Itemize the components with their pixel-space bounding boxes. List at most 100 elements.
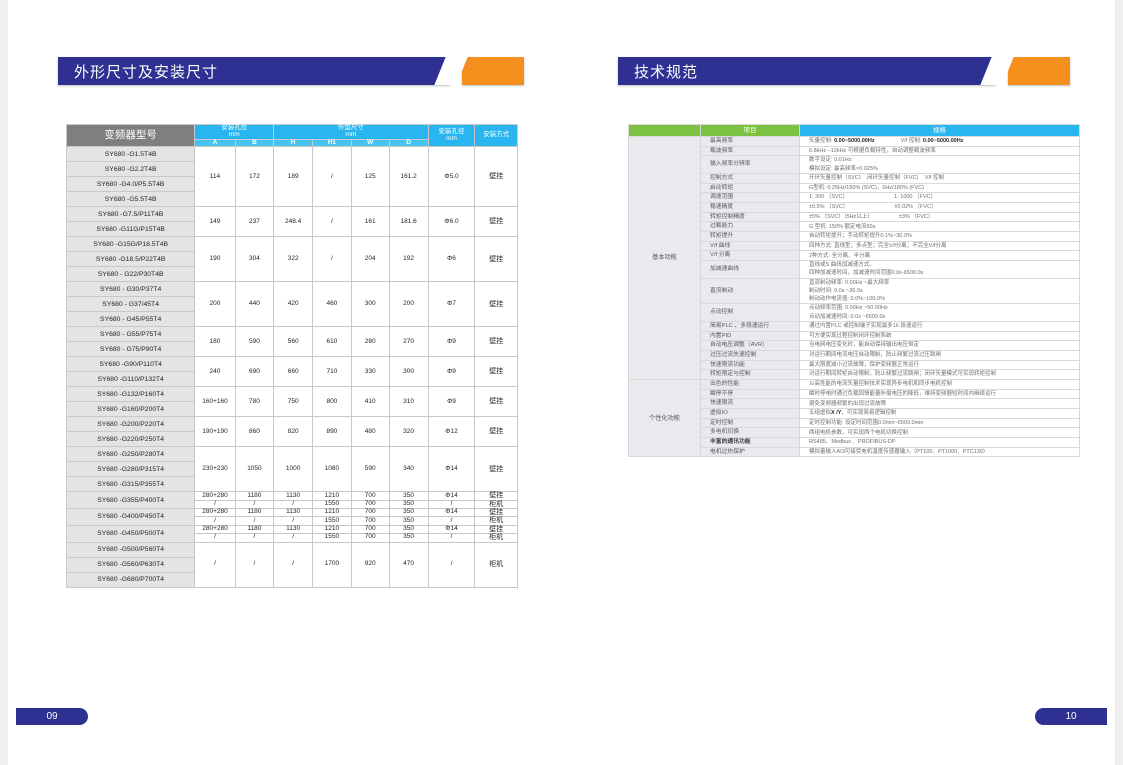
dim-cell-d: 192: [388, 236, 429, 283]
spec-description: 模拟量输入AI3可接受电机温度传感器输入（PT100、PT1000、PTC130…: [799, 446, 1080, 458]
spec-item-label: 载波频率: [700, 145, 800, 157]
table-row: SY680 - G55/P75T4 180 590 560 610 280 270 Φ9 壁挂: [65, 326, 518, 358]
dim-cell-h: /: [273, 541, 314, 588]
model-cell: SY680 -G280/P315T4: [65, 461, 196, 478]
dim-cell-a: 240: [194, 356, 236, 388]
spec-item-label: 出色的性能: [700, 378, 800, 390]
model-cell: SY680 -G355/P400T4: [65, 491, 196, 510]
col-header-h: H: [273, 138, 314, 148]
table-row: SY680 -G7.5/P11T4B 149 237 248.4/161 181.6 Φ6…: [65, 206, 518, 238]
dim-cell-w: 700: [350, 524, 390, 535]
dim-cell-h1: 1550: [312, 499, 352, 510]
dim-cell-a: 190: [194, 236, 236, 283]
table-row: SY680 -G90/P110T4 240 690 660 710 330 300 Φ9 壁挂: [65, 356, 518, 388]
spec-item-label: 控制方式: [700, 172, 800, 184]
spec-description: 对运行期间转矩自动限制，防止频繁过流跳闸；闭环矢量模式可实现转矩控制: [799, 369, 1080, 380]
model-cell: SY680 - G55/P75T4: [65, 326, 196, 343]
dim-cell-w: 700: [350, 533, 390, 543]
table-row: SY680 -G680/P700T4: [65, 571, 518, 588]
dim-cell-d: 310: [388, 386, 429, 418]
table-row: SY680 -G315/P355T4: [65, 476, 518, 493]
spec-description: 通过内置PLC 或控制端子实现最多16 段速运行: [799, 320, 1080, 332]
spec-item-label: 定时控制: [700, 417, 800, 429]
catalog-page: 外形尺寸及安装尺寸 技术规范 变频器型号 安装孔位 mm 外型尺寸 mm: [8, 0, 1115, 765]
table-row: / //1550 700 350/柜机: [67, 516, 518, 526]
dim-cell-b: 304: [234, 236, 275, 283]
dim-cell-d: 320: [388, 416, 429, 448]
dim-cell-mount: 壁挂: [474, 508, 518, 518]
hole-position-label: 安装孔位: [221, 124, 248, 131]
dim-cell-mount: 壁挂: [474, 386, 518, 418]
spec-header-row: 项目 规格: [628, 124, 1080, 137]
dimension-table: 变频器型号 安装孔位 mm 外型尺寸 mm 安装孔径 mm 安装方式 A B H H1…: [65, 123, 518, 588]
table-row: SY680 -G110/P132T4: [65, 371, 518, 388]
dimension-header-row-1: 变频器型号 安装孔位 mm 外型尺寸 mm 安装孔径 mm 安装方式: [65, 123, 518, 148]
table-row: / //1550 700 350/柜机: [67, 499, 518, 510]
dim-cell-b: 237: [234, 206, 275, 238]
hole-diameter-unit: mm: [446, 134, 457, 142]
dim-cell-d: 350: [388, 499, 429, 510]
dim-cell-h: 560: [273, 326, 314, 358]
spec-description: 以高性能的电流矢量控制技术实现异步电机和同步电机控制: [799, 378, 1080, 390]
spec-description: 开环矢量控制（SVC） 闭环矢量控制（FVC） V/f 控制: [799, 172, 1080, 184]
dim-cell-d: 350: [388, 508, 429, 518]
dim-cell-b: /: [234, 541, 275, 588]
spec-description: 五组虚拟X /Y，可实现简易逻辑控制: [799, 408, 1080, 419]
spec-item-label: 稳速精度: [700, 201, 800, 213]
dim-cell-dia: /: [427, 533, 476, 543]
spec-row: 基本功能 最高频率 矢量控制: 0.00~5000.00Hz V/f 控制: 0.00…: [628, 136, 1080, 380]
dim-cell-h: 248.4: [273, 206, 314, 238]
spec-item-label: 内置PID: [700, 330, 800, 342]
spec-description: 定时控制功能: 设定时间范围0.0min~6500.0min: [799, 417, 1080, 429]
dim-cell-h1: /: [312, 206, 352, 238]
dim-cell-h1: 1700: [312, 541, 352, 588]
dim-cell-mount: 柜机: [474, 541, 518, 588]
dim-cell-mount: 壁挂: [474, 446, 518, 493]
dim-cell-h1: 610: [312, 326, 352, 358]
col-header-mount-type: 安装方式: [474, 123, 518, 148]
model-cell: SY680 -G400/P450T4: [65, 508, 196, 526]
spec-item-label: 过压过流失速控制: [700, 349, 800, 361]
spec-table-body: 基本功能 最高频率 矢量控制: 0.00~5000.00Hz V/f 控制: 0.00…: [628, 136, 1080, 458]
table-row: / //1550 700 350/柜机: [67, 533, 518, 543]
spec-description: RS485、Modbus 、PROFIBUS-DP: [799, 437, 1080, 448]
dim-cell-dia: Φ14: [427, 491, 476, 501]
dim-cell-h1: 1210: [312, 524, 352, 535]
dim-cell-h1: 1210: [312, 508, 352, 518]
dim-cell-d: 350: [388, 524, 429, 535]
model-cell: SY680 -G7.5/P11T4B: [65, 206, 196, 223]
spec-item-label: 快速限流: [700, 398, 800, 409]
dim-cell-d: 181.6: [388, 206, 429, 238]
dim-cell-h: /: [273, 499, 314, 510]
dim-cell-dia: /: [427, 516, 476, 526]
dim-cell-d: 470: [388, 541, 429, 588]
dim-cell-b: 780: [234, 386, 275, 418]
model-cell: SY680 -G4.0/P5.5T4B: [65, 176, 196, 193]
dim-cell-dia: Φ9: [427, 386, 476, 418]
spec-item-label: 多电机切换: [700, 427, 800, 439]
model-cell: SY680 -G132/P160T4: [65, 386, 196, 403]
model-cell: SY680 -G90/P110T4: [65, 356, 196, 373]
spec-row: 加减速曲线 直线或S 曲线加减速方式。 四种加减速时间，加减速时间范围0.0s-65…: [629, 260, 1080, 279]
spec-item-label: 转矩提升: [700, 231, 800, 242]
spec-item-label: 转矩控制精度: [700, 211, 800, 223]
dim-cell-a: 280+280: [194, 491, 236, 501]
dim-cell-w: 280: [350, 326, 390, 358]
dim-cell-mount: 壁挂: [474, 416, 518, 448]
model-cell: SY680 - G37/45T4: [65, 296, 196, 313]
page-gutter-right: [1115, 0, 1123, 765]
dim-cell-w: 330: [350, 356, 390, 388]
model-cell: SY680 -G5.5T4B: [65, 191, 196, 208]
dim-cell-h1: 710: [312, 356, 352, 388]
dim-cell-mount: 柜机: [474, 499, 518, 510]
dim-cell-w: 700: [350, 516, 390, 526]
dim-cell-dia: Φ9: [427, 326, 476, 358]
table-row: SY680 -G250/P280T4 230+230 1050 1000 1080 590…: [65, 446, 518, 493]
spec-row: 直流制动 直流制动频率: 0.00Hz ~最大频率 制动时间: 0.0s ~36.0…: [629, 277, 1080, 305]
dim-cell-d: 340: [388, 446, 429, 493]
dim-cell-d: 350: [388, 516, 429, 526]
spec-description: 点动频率范围: 0.00Hz ~50.00Hz 点动加减速时间: 0.0s ~65…: [799, 303, 1080, 322]
spec-item-label: V/f 曲线: [700, 240, 800, 252]
model-cell: SY680 -G110/P132T4: [65, 371, 196, 388]
model-cell: SY680 -G220/P250T4: [65, 431, 196, 448]
